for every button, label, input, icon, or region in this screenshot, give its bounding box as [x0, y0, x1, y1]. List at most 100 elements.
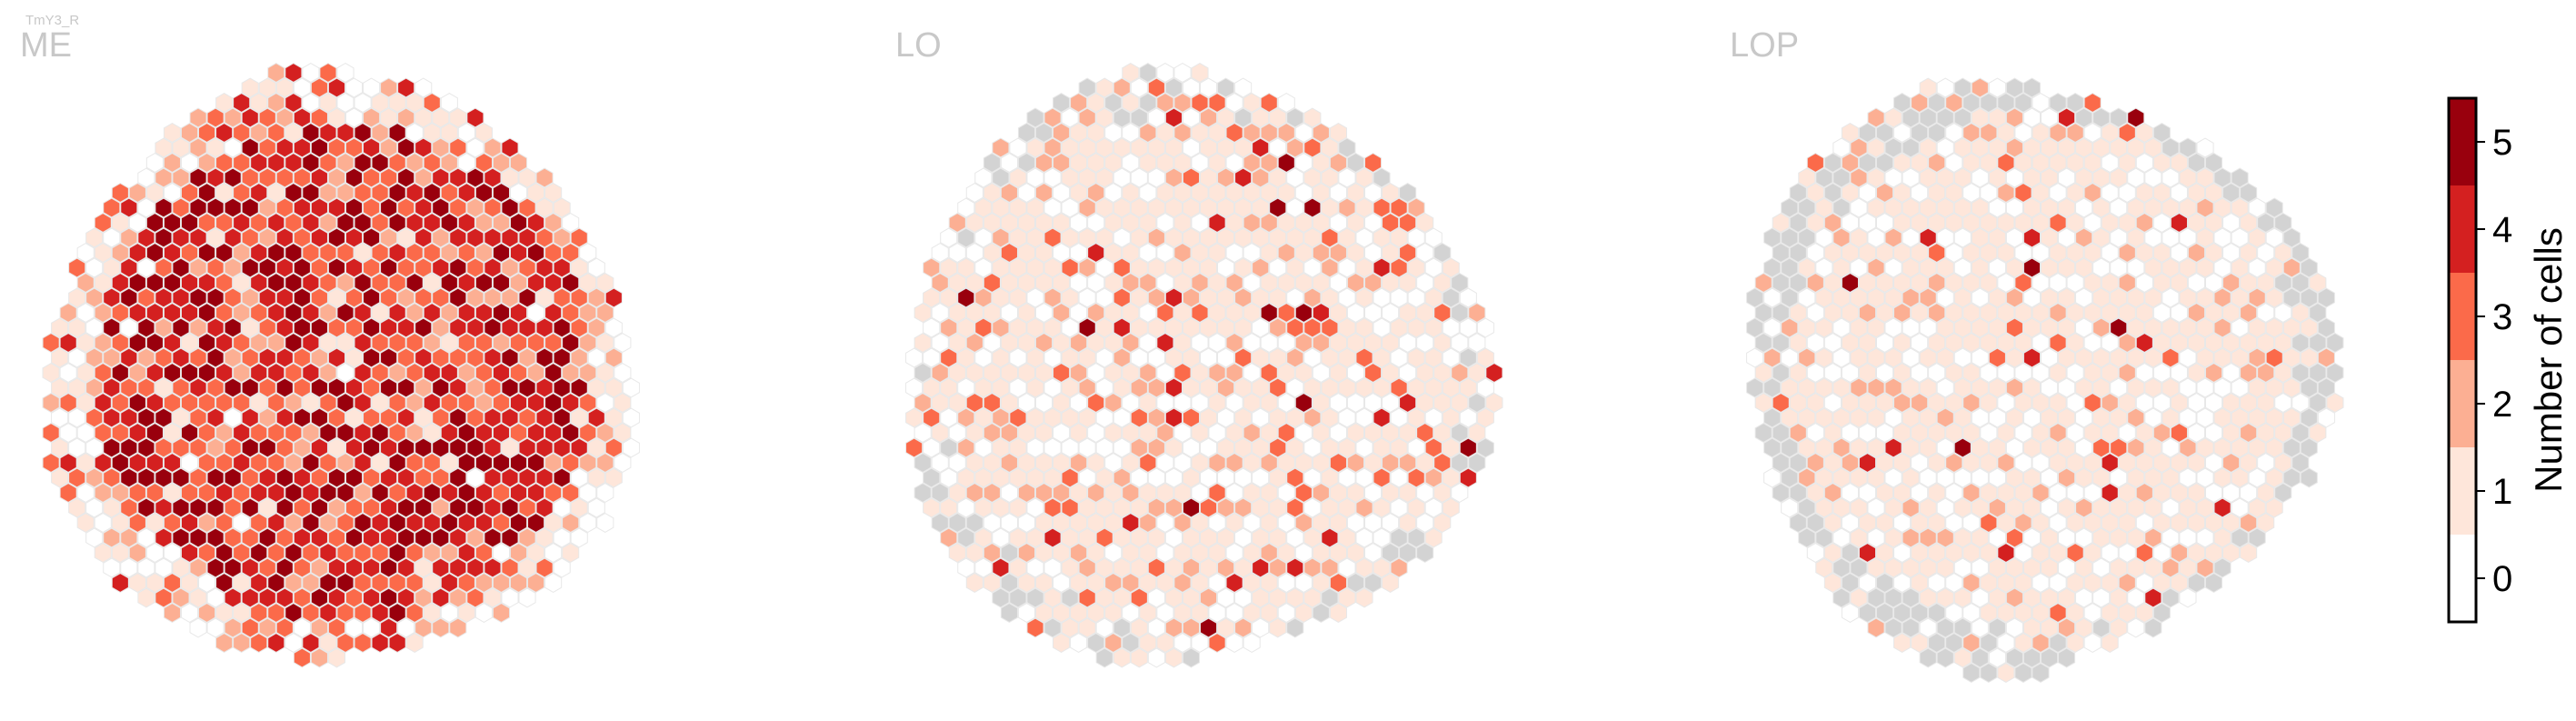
hex-cell	[2179, 197, 2197, 218]
hex-cell	[1442, 287, 1460, 308]
hex-cell	[983, 212, 1001, 234]
hex-cell	[518, 527, 536, 548]
hex-cell	[2127, 347, 2145, 368]
hex-cell	[2075, 197, 2093, 218]
hex-cell	[1841, 212, 1859, 234]
hex-cell	[267, 542, 285, 564]
hex-cell	[189, 467, 207, 488]
hex-cell	[145, 362, 164, 384]
hex-cell	[1191, 602, 1209, 624]
hex-cell	[1893, 272, 1912, 294]
hex-cell	[1928, 452, 1946, 474]
hex-cell	[1043, 317, 1062, 338]
hex-cell	[344, 107, 364, 128]
hex-cell	[1997, 632, 2015, 654]
hex-cell	[1832, 227, 1851, 248]
hex-cell	[344, 467, 364, 488]
hex-cell	[1346, 422, 1365, 444]
hex-cell	[180, 362, 199, 384]
hex-cell	[570, 497, 588, 518]
hex-cell	[1312, 482, 1330, 504]
hex-cell	[405, 422, 424, 444]
hex-cell	[2005, 497, 2023, 518]
hex-cell	[189, 617, 207, 638]
hex-cell	[1277, 602, 1295, 624]
hex-cell	[423, 92, 441, 114]
hex-cell	[354, 272, 372, 294]
hex-cell	[1919, 647, 1937, 668]
colorbar-segment-0	[2449, 535, 2476, 622]
hex-cell	[2083, 512, 2102, 534]
hex-cell	[2022, 77, 2042, 98]
hex-cell	[1911, 332, 1929, 354]
hex-cell	[2075, 317, 2093, 338]
hex-cell	[2162, 497, 2180, 518]
hex-cell	[1286, 317, 1304, 338]
hex-cell	[397, 437, 415, 458]
hex-cell	[1781, 257, 1799, 278]
hex-cell	[1867, 107, 1885, 128]
hex-cell	[2049, 152, 2067, 174]
panel-title-lop: LOP	[1730, 26, 1799, 65]
hex-cell	[94, 242, 112, 264]
hex-cell	[1147, 587, 1165, 608]
hex-cell	[1139, 512, 1157, 534]
hex-cell	[1208, 122, 1226, 144]
hex-cell	[1173, 602, 1192, 624]
hex-cell	[974, 227, 993, 248]
hex-cell	[68, 317, 86, 338]
hex-cell	[344, 137, 364, 158]
hex-cell	[1252, 137, 1270, 158]
hex-cell	[293, 287, 311, 308]
hex-cell	[1095, 77, 1113, 98]
hex-cell	[206, 227, 225, 248]
hex-cell	[59, 482, 77, 504]
hex-cell	[172, 587, 190, 608]
hex-cell	[1902, 197, 1920, 218]
hex-cell	[501, 137, 519, 158]
hex-cell	[180, 272, 199, 294]
hex-cell	[388, 392, 406, 414]
hex-cell	[241, 437, 259, 458]
hex-cell	[1772, 362, 1790, 384]
hex-cell	[570, 437, 588, 458]
hex-cell	[1294, 362, 1313, 384]
hex-cell	[1832, 587, 1851, 608]
hex-cell	[1000, 542, 1018, 564]
hex-cell	[2058, 407, 2076, 428]
hex-cell	[275, 407, 294, 428]
hex-cell	[1061, 377, 1079, 398]
hex-cell	[1199, 527, 1218, 548]
hex-cell	[1902, 167, 1920, 188]
hex-cell	[1321, 317, 1339, 338]
hex-cell	[2317, 377, 2335, 398]
hex-cell	[1156, 632, 1174, 654]
hex-cell	[1234, 557, 1253, 578]
hex-cell	[1442, 407, 1460, 428]
hex-cell	[1363, 272, 1383, 294]
hex-cell	[1147, 407, 1165, 428]
hex-cell	[1884, 407, 1902, 428]
hex-cell	[2257, 512, 2275, 534]
hex-cell	[1252, 527, 1270, 548]
hex-cell	[1893, 542, 1912, 564]
hex-cell	[2248, 317, 2266, 338]
hex-cell	[457, 212, 475, 234]
hex-cell	[2101, 392, 2119, 414]
hex-cell	[1113, 497, 1131, 518]
hex-cell	[42, 392, 60, 414]
hex-cell	[2075, 107, 2093, 128]
hex-cell	[1911, 152, 1929, 174]
hex-cell	[974, 347, 993, 368]
hex-cell	[363, 617, 381, 638]
hex-cell	[1988, 107, 2006, 128]
hex-cell	[579, 422, 597, 444]
hex-cell	[327, 527, 346, 548]
hex-cell	[2196, 407, 2214, 428]
hex-cell	[1000, 362, 1018, 384]
hex-cell	[1971, 377, 1989, 398]
hex-cell	[2022, 107, 2042, 128]
hex-cell	[2101, 242, 2119, 264]
hex-cell	[1034, 332, 1053, 354]
hex-cell	[1095, 317, 1113, 338]
